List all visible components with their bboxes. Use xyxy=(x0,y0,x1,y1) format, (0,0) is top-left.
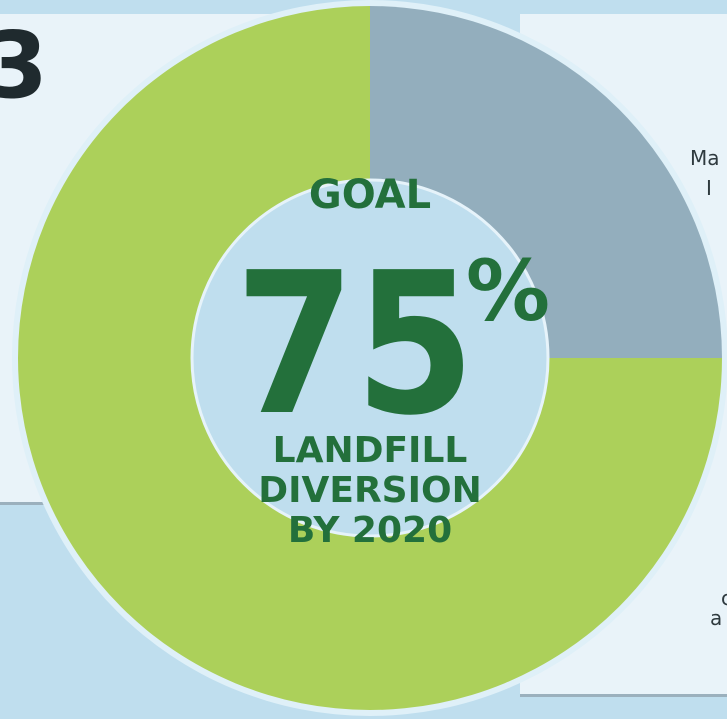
caption-line-2: DIVERSION xyxy=(258,470,482,511)
caption-line-3: BY 2020 xyxy=(288,510,452,551)
right-panel-shadow xyxy=(520,694,727,697)
right-clipped-text-1: Ma xyxy=(690,146,720,170)
goal-percent-value: 75 xyxy=(235,231,475,459)
goal-label: GOAL xyxy=(309,172,431,218)
donut-center-circle xyxy=(190,178,550,538)
caption-line-1: LANDFILL xyxy=(273,430,468,471)
right-clipped-text-4: a xyxy=(710,606,723,630)
left-clipped-numeral: 3 xyxy=(0,12,49,119)
right-clipped-text-3: c xyxy=(721,586,727,610)
goal-percent-sign: % xyxy=(466,242,550,340)
right-clipped-text-2: I xyxy=(706,176,712,200)
